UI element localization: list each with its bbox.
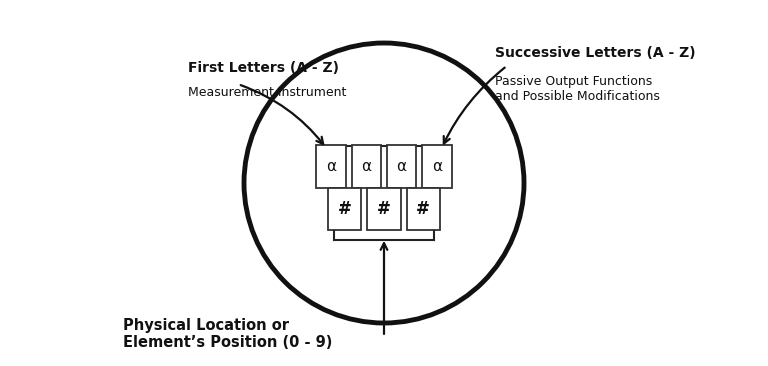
Text: Physical Location or: Physical Location or [123, 318, 289, 333]
FancyBboxPatch shape [422, 145, 452, 187]
Text: α: α [396, 159, 407, 174]
Text: Measurement Instrument: Measurement Instrument [188, 86, 346, 99]
Text: #: # [377, 199, 391, 218]
FancyBboxPatch shape [316, 145, 346, 187]
Text: α: α [326, 159, 336, 174]
Text: and Possible Modifications: and Possible Modifications [495, 90, 660, 103]
Text: #: # [338, 199, 352, 218]
Text: First Letters (A - Z): First Letters (A - Z) [188, 61, 339, 75]
FancyBboxPatch shape [387, 145, 416, 187]
Text: Element’s Position (0 - 9): Element’s Position (0 - 9) [123, 335, 333, 350]
Text: Successive Letters (A - Z): Successive Letters (A - Z) [495, 46, 696, 60]
Ellipse shape [244, 43, 524, 323]
FancyBboxPatch shape [406, 188, 439, 230]
FancyBboxPatch shape [329, 188, 361, 230]
Text: Passive Output Functions: Passive Output Functions [495, 75, 653, 88]
FancyBboxPatch shape [367, 188, 400, 230]
FancyBboxPatch shape [352, 145, 381, 187]
Text: #: # [416, 199, 430, 218]
Text: α: α [432, 159, 442, 174]
Text: α: α [361, 159, 372, 174]
